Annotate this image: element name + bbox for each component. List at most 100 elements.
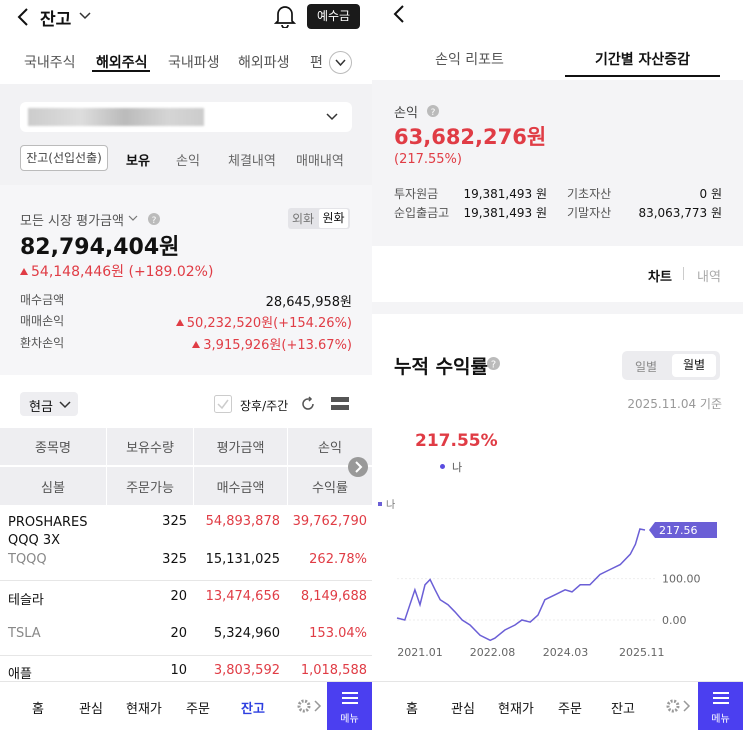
back-icon[interactable] bbox=[392, 3, 406, 25]
menu-label: 메뉴 bbox=[711, 714, 730, 725]
scroll-right[interactable] bbox=[348, 457, 368, 477]
table-header[interactable]: 평가금액 bbox=[194, 428, 287, 465]
table-header[interactable]: 주문가능 bbox=[107, 467, 193, 505]
nav-item[interactable]: 홈 bbox=[32, 702, 44, 717]
market-tab[interactable]: 국내주식 bbox=[24, 55, 76, 71]
back-icon[interactable] bbox=[16, 6, 30, 28]
orderable: 325 bbox=[162, 552, 187, 567]
sub-tab[interactable]: 보유 bbox=[126, 154, 150, 169]
table-header[interactable]: 종목명 bbox=[0, 428, 106, 465]
help-icon[interactable]: ? bbox=[486, 356, 501, 371]
header-text: 매수금액 bbox=[216, 480, 265, 496]
menu-button[interactable]: 메뉴 bbox=[698, 682, 743, 730]
layout-icon[interactable] bbox=[331, 396, 349, 412]
menu-label: 메뉴 bbox=[340, 714, 359, 725]
nav-item[interactable]: 홈 bbox=[406, 702, 418, 717]
nav-item-active[interactable]: 잔고 bbox=[241, 702, 265, 717]
market-tab[interactable]: 국내파생 bbox=[168, 55, 220, 71]
table-header[interactable]: 매수금액 bbox=[194, 467, 287, 505]
eval-amount: 54,893,878 bbox=[205, 514, 280, 529]
summary-row-label: 매매손익 bbox=[20, 314, 65, 328]
market-tab[interactable]: 해외파생 bbox=[238, 55, 290, 71]
headline-legend: 나 bbox=[452, 461, 463, 474]
stock-name[interactable]: 애플 bbox=[8, 667, 32, 682]
bell-icon[interactable] bbox=[274, 4, 296, 28]
orderable: 20 bbox=[170, 626, 187, 641]
pl-row-value: 0 원 bbox=[699, 187, 723, 201]
checkbox[interactable] bbox=[214, 395, 232, 413]
legend-swatch bbox=[378, 502, 382, 506]
eval-amount: 3,803,592 bbox=[213, 663, 280, 678]
help-icon[interactable]: ? bbox=[426, 104, 440, 118]
x-tick-label: 2025.11 bbox=[619, 646, 665, 659]
nav-item[interactable]: 주문 bbox=[186, 702, 210, 717]
buy-amount: 5,324,960 bbox=[213, 626, 280, 641]
view-tab-active[interactable]: 차트 bbox=[648, 270, 672, 285]
nav-item[interactable]: 주문 bbox=[558, 702, 582, 717]
header-text: 보유수량 bbox=[126, 441, 174, 456]
market-tab[interactable]: 해외주식 bbox=[96, 55, 148, 71]
sub-tab[interactable]: 매매내역 bbox=[296, 154, 344, 169]
table-header[interactable]: 심볼 bbox=[0, 467, 106, 505]
report-tab[interactable]: 손익 리포트 bbox=[435, 52, 504, 68]
x-tick-label: 2022.08 bbox=[470, 646, 516, 659]
toggle-option[interactable]: 외화 bbox=[292, 212, 315, 226]
summary-row-value: 50,232,520원(+154.26%) bbox=[175, 312, 352, 331]
checkbox-label[interactable]: 장후/주간 bbox=[240, 399, 289, 413]
currency-toggle[interactable]: 외화 원화 bbox=[288, 208, 350, 229]
up-arrow bbox=[20, 268, 28, 275]
report-tab-active[interactable]: 기간별 자산증감 bbox=[594, 52, 691, 68]
account-dropdown[interactable] bbox=[20, 102, 352, 132]
market-tab[interactable]: 편 bbox=[310, 55, 323, 71]
total-value: 82,794,404원 bbox=[20, 235, 180, 260]
header-text: 수익률 bbox=[312, 480, 348, 496]
chart-headline: 217.55% bbox=[415, 431, 498, 451]
nav-item[interactable]: 관심 bbox=[451, 702, 475, 717]
pl-row-label: 기초자산 bbox=[567, 187, 612, 201]
nav-item[interactable]: 관심 bbox=[79, 702, 103, 717]
summary-row-value: 3,915,926원(+13.67%) bbox=[192, 334, 352, 353]
end-value-tag bbox=[649, 521, 717, 538]
sub-tab[interactable]: 손익 bbox=[176, 154, 200, 169]
row-divider bbox=[0, 655, 372, 656]
deposit-button[interactable]: 예수금 bbox=[307, 4, 360, 29]
table-header[interactable]: 보유수량 bbox=[107, 428, 193, 465]
cash-dropdown[interactable]: 현금 bbox=[20, 392, 78, 416]
end-value-label: 217.56 bbox=[659, 524, 698, 537]
settings-more[interactable] bbox=[666, 698, 692, 714]
view-tab[interactable]: 내역 bbox=[697, 270, 721, 285]
balance-screen: 잔고 예수금 국내주식 해외주식 국내파생 해외파생 편 잔고(선입선출) 보유… bbox=[0, 4, 372, 730]
header-text: 평가금액 bbox=[216, 441, 265, 456]
title-chevron[interactable] bbox=[79, 11, 91, 21]
dropdown-chevron bbox=[59, 401, 71, 409]
stock-name[interactable]: 테슬라 bbox=[8, 593, 44, 608]
settings-more[interactable] bbox=[297, 698, 323, 714]
dropdown-chevron bbox=[326, 113, 338, 121]
nav-item[interactable]: 잔고 bbox=[611, 702, 635, 717]
sub-tab[interactable]: 잔고(선입선출) bbox=[20, 145, 108, 171]
sub-tab[interactable]: 체결내역 bbox=[228, 154, 276, 169]
summary-icons[interactable]: ? bbox=[128, 212, 162, 226]
total-change: 54,148,446원 (+189.02%) bbox=[20, 261, 213, 281]
cumulative-return-chart: 0.00 100.00 2021.01 2022.08 2024.03 2025.11 나 2… bbox=[378, 499, 717, 659]
pl-rate: (217.55%) bbox=[394, 152, 462, 167]
nav-item[interactable]: 현재가 bbox=[498, 702, 534, 717]
screen-title[interactable]: 잔고 bbox=[40, 10, 72, 30]
pl-row-value: 19,381,493 원 bbox=[463, 187, 547, 201]
toggle-option-active[interactable]: 원화 bbox=[319, 209, 348, 228]
toggle-option[interactable]: 일별 bbox=[635, 360, 658, 374]
pl-amount: 63,682,276원 bbox=[394, 125, 547, 149]
profit-loss: 39,762,790 bbox=[292, 514, 367, 529]
toggle-option-active[interactable]: 월별 bbox=[672, 354, 716, 377]
base-date: 2025.11.04 기준 bbox=[627, 397, 722, 411]
return-rate: 262.78% bbox=[309, 552, 367, 567]
section-gap bbox=[372, 302, 743, 314]
nav-item[interactable]: 현재가 bbox=[126, 702, 162, 717]
period-toggle[interactable]: 일별 월별 bbox=[622, 351, 720, 380]
refresh-icon[interactable] bbox=[300, 396, 316, 412]
menu-button[interactable]: 메뉴 bbox=[327, 682, 372, 730]
pl-row-label: 투자원금 bbox=[394, 187, 439, 201]
stock-name[interactable]: PROSHARES QQQ 3X bbox=[8, 514, 94, 550]
tabs-more[interactable] bbox=[328, 50, 353, 75]
